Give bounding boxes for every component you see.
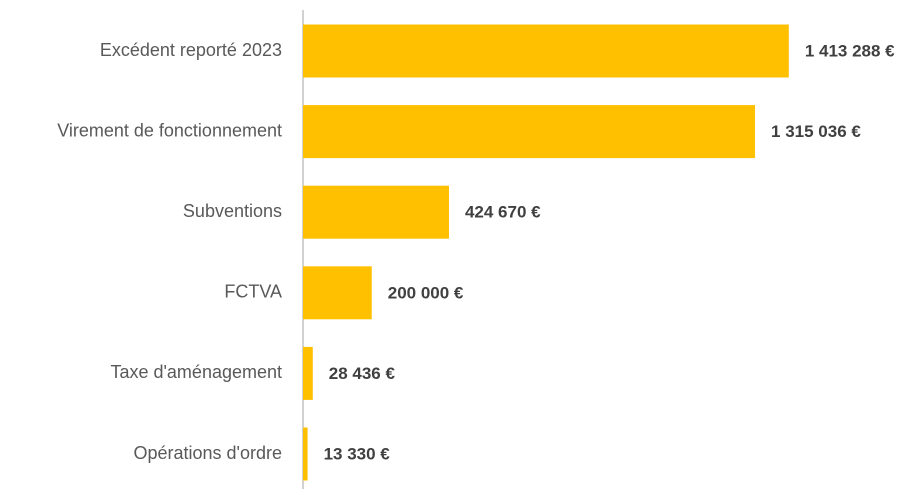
category-label: Opérations d'ordre (133, 443, 282, 463)
value-label: 28 436 € (329, 364, 396, 383)
category-label: Taxe d'aménagement (110, 362, 282, 382)
bar (303, 346, 313, 400)
value-label: 1 315 036 € (771, 122, 861, 141)
value-label: 200 000 € (388, 283, 464, 302)
category-label: Excédent reporté 2023 (100, 40, 282, 60)
bar (303, 185, 449, 239)
category-label: FCTVA (224, 282, 282, 302)
category-label: Virement de fonctionnement (57, 120, 282, 140)
bar (303, 24, 789, 78)
value-label: 1 413 288 € (805, 41, 895, 60)
bar (303, 105, 756, 159)
category-label: Subventions (183, 201, 282, 221)
bar (303, 266, 372, 320)
bar (303, 427, 308, 481)
value-label: 13 330 € (324, 444, 391, 463)
value-label: 424 670 € (465, 203, 541, 222)
